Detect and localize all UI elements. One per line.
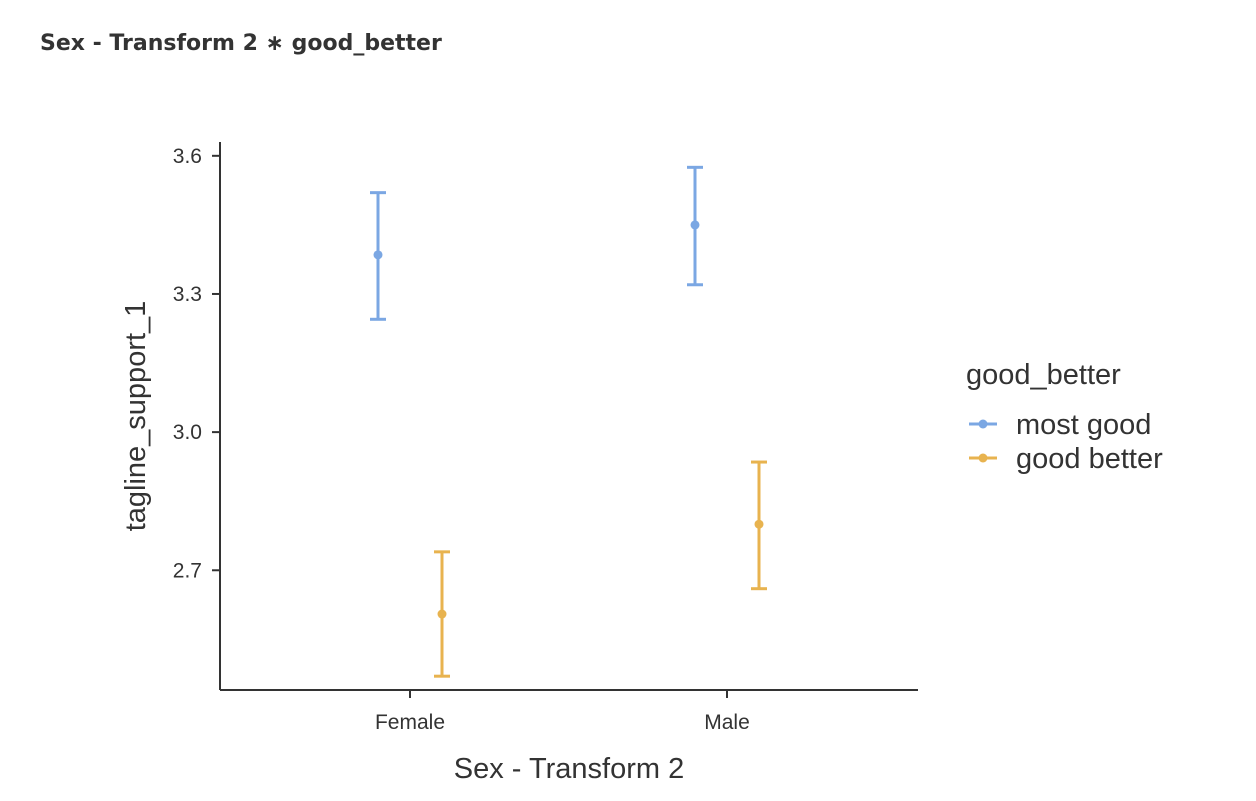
x-axis-title: Sex - Transform 2	[454, 753, 684, 785]
legend-item: most good	[969, 409, 1151, 441]
x-tick-label: Female	[375, 711, 445, 734]
legend-item: good better	[969, 443, 1163, 475]
error-bar-group	[687, 165, 703, 287]
x-ticks: Female Male	[375, 690, 750, 734]
data-point	[690, 220, 700, 230]
legend-label: good better	[1016, 443, 1163, 475]
legend-key-point	[978, 419, 988, 429]
error-bar-group	[434, 550, 450, 678]
y-tick-label: 3.0	[173, 421, 202, 444]
error-bar-group	[370, 191, 386, 321]
x-tick-label: Male	[704, 711, 750, 734]
chart-title: Sex - Transform 2 ∗ good_better	[40, 31, 442, 56]
data-point	[373, 250, 383, 260]
data-point	[437, 609, 447, 619]
data-marks	[370, 165, 767, 678]
y-tick-label: 3.3	[173, 283, 202, 306]
y-axis-title: tagline_support_1	[120, 301, 152, 532]
legend-label: most good	[1016, 409, 1151, 441]
y-tick-label: 2.7	[173, 559, 202, 582]
y-tick-label: 3.6	[173, 145, 202, 168]
error-bar-group	[751, 460, 767, 591]
axes	[219, 142, 918, 691]
legend-title: good_better	[966, 359, 1121, 391]
data-point	[754, 519, 764, 529]
legend-key-point	[978, 453, 988, 463]
y-ticks: 2.7 3.0 3.3 3.6	[173, 145, 220, 582]
